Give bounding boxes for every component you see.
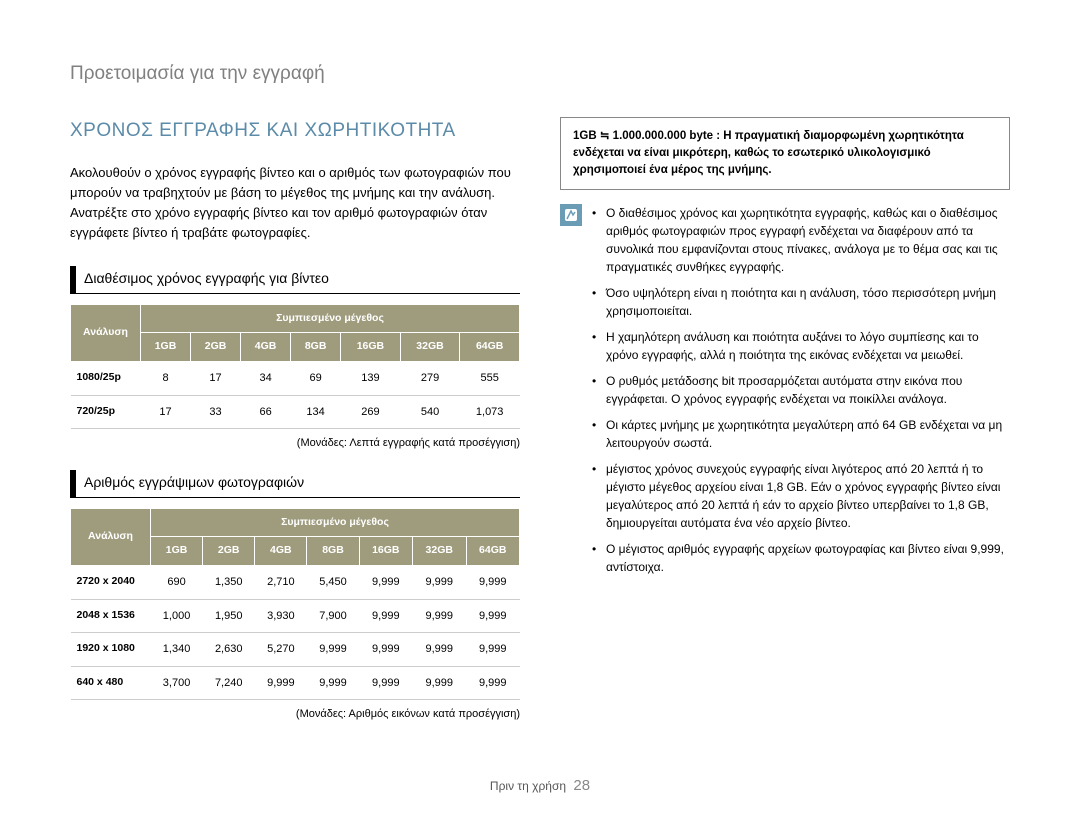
page-header: Προετοιμασία για την εγγραφή: [70, 60, 1010, 89]
cell: 9,999: [359, 566, 412, 600]
table2-caption: (Μονάδες: Αριθμός εικόνων κατά προσέγγισ…: [70, 706, 520, 723]
info-icon: [560, 204, 582, 226]
cell: 269: [341, 395, 401, 429]
cell: 9,999: [466, 666, 520, 700]
cell: 7,240: [203, 666, 255, 700]
col-header: 16GB: [359, 537, 412, 566]
cell: 3,930: [255, 599, 307, 633]
col-header: 8GB: [307, 537, 359, 566]
col-header: 2GB: [203, 537, 255, 566]
cell: 555: [460, 362, 520, 396]
table-row: 1080/25p8173469139279555: [71, 362, 520, 396]
cell: 1,350: [203, 566, 255, 600]
cell: 9,999: [359, 599, 412, 633]
cell: 1,073: [460, 395, 520, 429]
cell: 9,999: [413, 666, 466, 700]
list-item: Όσο υψηλότερη είναι η ποιότητα και η ανά…: [592, 284, 1010, 320]
page-number: 28: [573, 777, 590, 794]
col-group: Συμπιεσμένο μέγεθος: [151, 508, 520, 537]
cell: 5,270: [255, 633, 307, 667]
row-label: 640 x 480: [71, 666, 151, 700]
intro-paragraph: Ακολουθούν ο χρόνος εγγραφής βίντεο και …: [70, 163, 520, 244]
list-item: μέγιστος χρόνος συνεχούς εγγραφής είναι …: [592, 460, 1010, 532]
col-header: 4GB: [255, 537, 307, 566]
col-header: 8GB: [291, 333, 341, 362]
table-row: 640 x 4803,7007,2409,9999,9999,9999,9999…: [71, 666, 520, 700]
cell: 9,999: [466, 633, 520, 667]
col-header: 64GB: [466, 537, 520, 566]
row-label: 2720 x 2040: [71, 566, 151, 600]
cell: 9,999: [307, 633, 359, 667]
list-item: Οι κάρτες μνήμης με χωρητικότητα μεγαλύτ…: [592, 416, 1010, 452]
list-item: Η χαμηλότερη ανάλυση και ποιότητα αυξάνε…: [592, 328, 1010, 364]
cell: 540: [400, 395, 460, 429]
col-header: 4GB: [241, 333, 291, 362]
cell: 9,999: [307, 666, 359, 700]
table1-title: Διαθέσιμος χρόνος εγγραφής για βίντεο: [70, 266, 520, 294]
row-header: Ανάλυση: [71, 508, 151, 566]
col-header: 16GB: [341, 333, 401, 362]
footer-text: Πριν τη χρήση: [490, 779, 566, 793]
cell: 139: [341, 362, 401, 396]
cell: 9,999: [359, 633, 412, 667]
col-header: 2GB: [191, 333, 241, 362]
cell: 2,710: [255, 566, 307, 600]
table-row: 720/25p1733661342695401,073: [71, 395, 520, 429]
cell: 690: [151, 566, 203, 600]
col-header: 32GB: [413, 537, 466, 566]
cell: 69: [291, 362, 341, 396]
cell: 1,340: [151, 633, 203, 667]
cell: 33: [191, 395, 241, 429]
tbody-2: 2720 x 20406901,3502,7105,4509,9999,9999…: [71, 566, 520, 700]
note-box: 1GB ≒ 1.000.000.000 byte : Η πραγματική …: [560, 117, 1010, 191]
col-group: Συμπιεσμένο μέγεθος: [141, 304, 520, 333]
cell: 17: [191, 362, 241, 396]
cell: 1,000: [151, 599, 203, 633]
table1-caption: (Μονάδες: Λεπτά εγγραφής κατά προσέγγιση…: [70, 435, 520, 452]
cell: 9,999: [255, 666, 307, 700]
row-label: 1920 x 1080: [71, 633, 151, 667]
footer: Πριν τη χρήση 28: [0, 775, 1080, 798]
cell: 1,950: [203, 599, 255, 633]
col-header: 1GB: [151, 537, 203, 566]
cell: 5,450: [307, 566, 359, 600]
cell: 7,900: [307, 599, 359, 633]
list-item: Ο ρυθμός μετάδοσης bit προσαρμόζεται αυτ…: [592, 372, 1010, 408]
cell: 9,999: [466, 599, 520, 633]
cell: 17: [141, 395, 191, 429]
row-label: 1080/25p: [71, 362, 141, 396]
table-row: 2720 x 20406901,3502,7105,4509,9999,9999…: [71, 566, 520, 600]
bullet-list: Ο διαθέσιμος χρόνος και χωρητικότητα εγγ…: [592, 204, 1010, 584]
cell: 3,700: [151, 666, 203, 700]
cell: 279: [400, 362, 460, 396]
video-time-table: Ανάλυση Συμπιεσμένο μέγεθος 1GB2GB4GB8GB…: [70, 304, 520, 430]
cell: 8: [141, 362, 191, 396]
photo-count-table: Ανάλυση Συμπιεσμένο μέγεθος 1GB2GB4GB8GB…: [70, 508, 520, 701]
cell: 134: [291, 395, 341, 429]
col-header: 1GB: [141, 333, 191, 362]
cell: 66: [241, 395, 291, 429]
cell: 9,999: [359, 666, 412, 700]
table2-title: Αριθμός εγγράψιμων φωτογραφιών: [70, 470, 520, 498]
col-header: 64GB: [460, 333, 520, 362]
cell: 2,630: [203, 633, 255, 667]
table-row: 1920 x 10801,3402,6305,2709,9999,9999,99…: [71, 633, 520, 667]
col-header: 32GB: [400, 333, 460, 362]
cell: 34: [241, 362, 291, 396]
table-row: 2048 x 15361,0001,9503,9307,9009,9999,99…: [71, 599, 520, 633]
row-header: Ανάλυση: [71, 304, 141, 362]
cell: 9,999: [466, 566, 520, 600]
cell: 9,999: [413, 633, 466, 667]
cell: 9,999: [413, 566, 466, 600]
row-label: 720/25p: [71, 395, 141, 429]
list-item: Ο διαθέσιμος χρόνος και χωρητικότητα εγγ…: [592, 204, 1010, 276]
cell: 9,999: [413, 599, 466, 633]
tbody-1: 1080/25p8173469139279555720/25p173366134…: [71, 362, 520, 429]
main-heading: ΧΡΟΝΟΣ ΕΓΓΡΑΦΗΣ ΚΑΙ ΧΩΡΗΤΙΚΟΤΗΤΑ: [70, 117, 520, 146]
row-label: 2048 x 1536: [71, 599, 151, 633]
list-item: Ο μέγιστος αριθμός εγγραφής αρχείων φωτο…: [592, 540, 1010, 576]
